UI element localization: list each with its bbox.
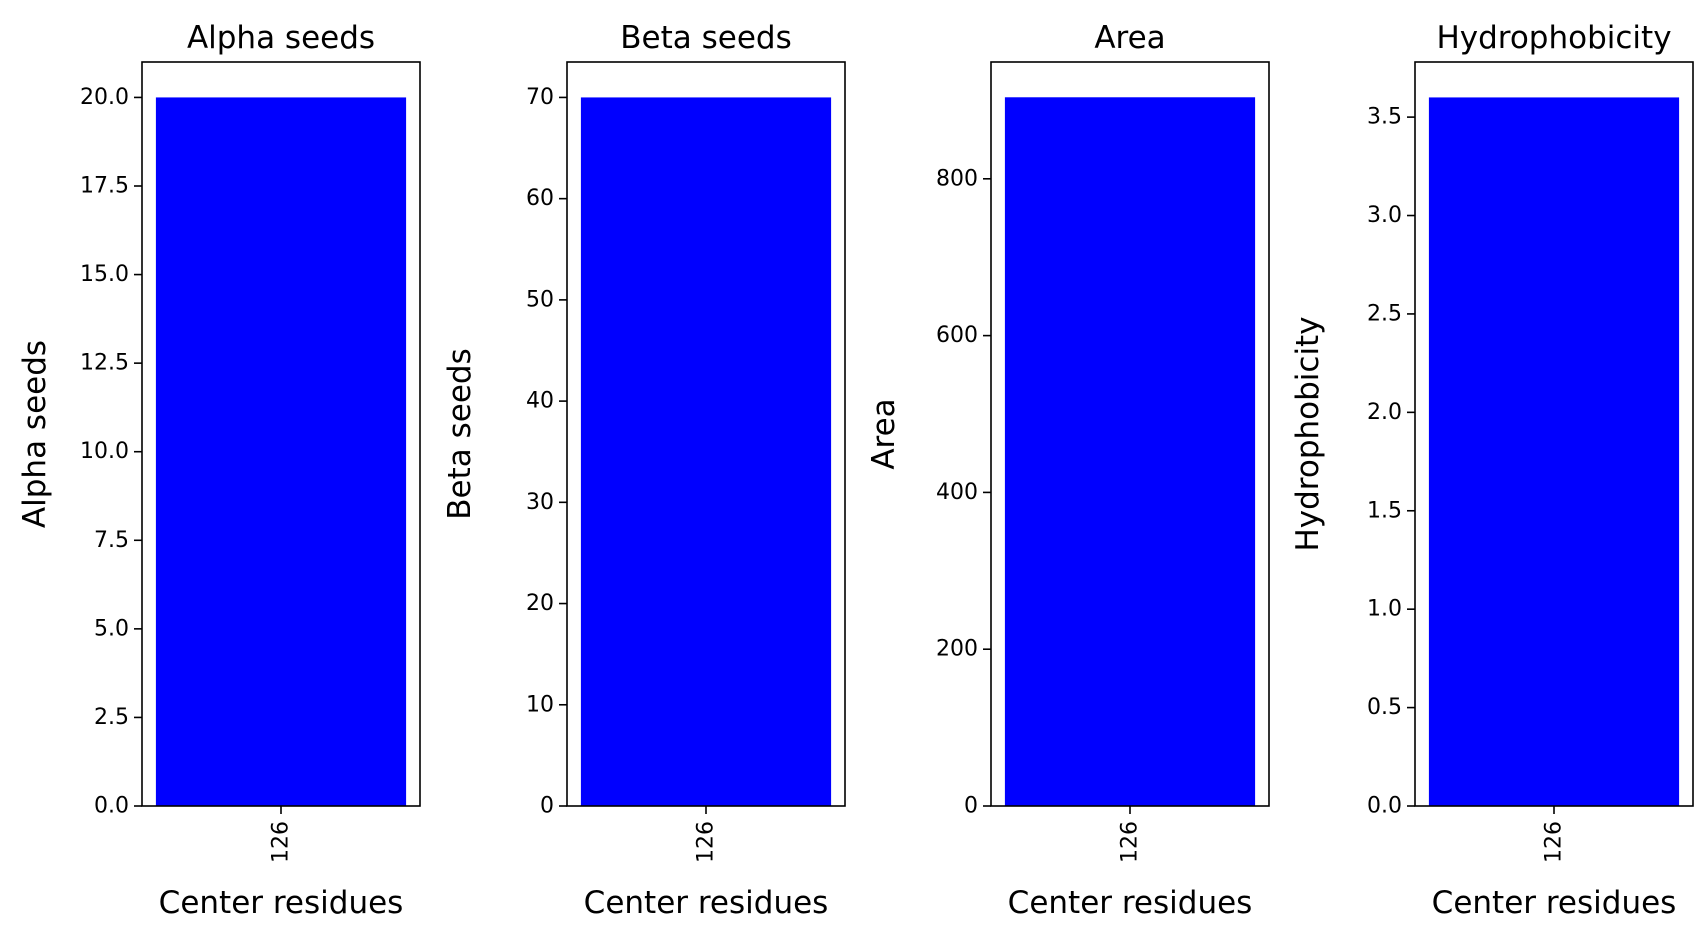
subplot-2: 0 10 20 30 40 50 60 70 126 Beta seeds Center resid… [442,20,846,921]
bar-126 [580,97,832,806]
y-tick-label: 15.0 [80,262,129,287]
subplot-4: 0.0 0.5 1.0 1.5 2.0 2.5 3.0 3.5 126 Hydrophobicit… [1290,20,1694,921]
y-axis-label: Hydrophobicity [1290,316,1326,551]
x-axis-label: Center residues [159,885,404,921]
x-tick-label: 126 [269,821,294,863]
subplot-title: Beta seeds [620,20,791,56]
x-axis-label: Center residues [1432,885,1677,921]
x-axis-label: Center residues [1008,885,1253,921]
y-tick-label: 30 [526,490,554,515]
x-axis-label: Center residues [584,885,829,921]
x-tick-label: 126 [1542,821,1567,863]
y-axis-label: Alpha seeds [17,340,53,528]
y-tick-label: 0 [964,794,978,819]
bar-126 [1428,97,1680,806]
y-tick-label: 2.0 [1367,400,1402,425]
y-tick-label: 1.5 [1367,498,1402,523]
y-tick-label: 60 [526,186,554,211]
y-tick-label: 2.5 [94,705,129,730]
y-tick-label: 1.0 [1367,597,1402,622]
y-tick-label: 50 [526,287,554,312]
y-tick-label: 7.5 [94,528,129,553]
y-tick-label: 0.0 [1367,794,1402,819]
x-tick-label: 126 [1118,821,1143,863]
y-tick-label: 800 [936,166,978,191]
y-axis-label: Beta seeds [442,348,478,519]
y-tick-label: 0.0 [94,794,129,819]
y-tick-label: 40 [526,389,554,414]
y-axis-label: Area [866,398,902,469]
y-tick-label: 17.5 [80,174,129,199]
bar-126 [155,97,407,806]
y-tick-label: 3.5 [1367,105,1402,130]
y-tick-label: 3.0 [1367,203,1402,228]
y-tick-label: 0 [540,794,554,819]
y-tick-label: 2.5 [1367,301,1402,326]
subplot-title: Area [1094,20,1165,56]
subplot-title: Hydrophobicity [1436,20,1671,56]
y-tick-label: 20.0 [80,85,129,110]
y-tick-label: 70 [526,85,554,110]
y-tick-label: 12.5 [80,351,129,376]
y-tick-label: 400 [936,480,978,505]
subplot-1: 0.0 2.5 5.0 7.5 10.0 12.5 15.0 17.5 20.0 126 Alpha… [17,20,421,921]
y-tick-label: 20 [526,591,554,616]
y-tick-label: 10 [526,692,554,717]
subplot-title: Alpha seeds [187,20,375,56]
subplot-3: 0 200 400 600 800 126 Area Center residues Area [866,20,1270,921]
y-tick-label: 600 [936,323,978,348]
bar-126 [1004,97,1256,807]
x-tick-label: 126 [694,821,719,863]
y-tick-label: 200 [936,637,978,662]
y-tick-label: 0.5 [1367,695,1402,720]
y-tick-label: 10.0 [80,439,129,464]
y-tick-label: 5.0 [94,616,129,641]
